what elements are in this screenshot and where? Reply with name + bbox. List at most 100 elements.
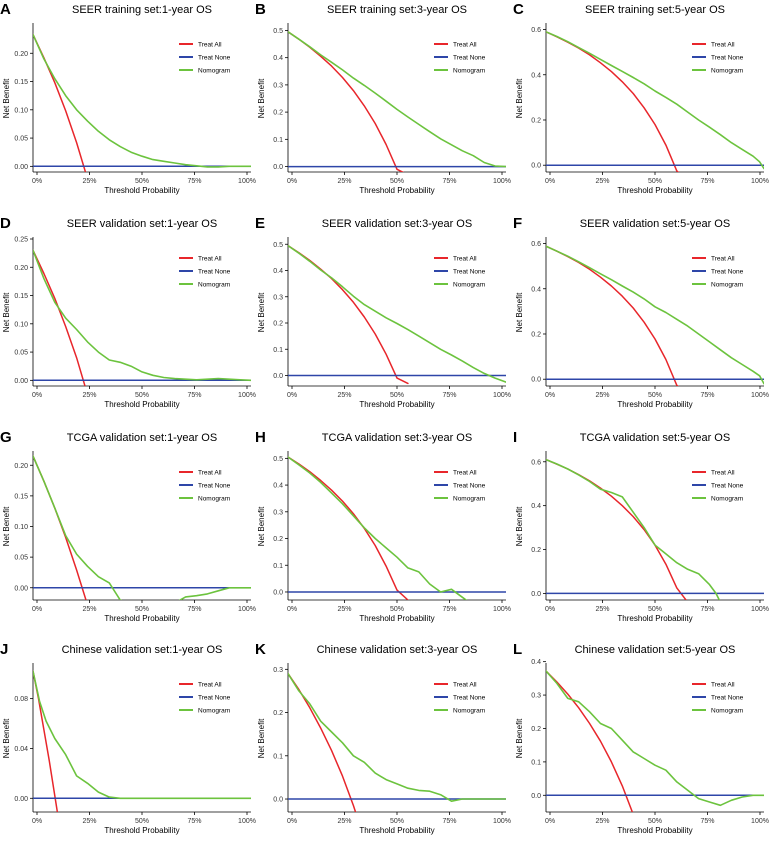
panel-g: G TCGA validation set:1-year OS 0.00 0.05 0.… <box>0 429 256 623</box>
x-tick-label: 100% <box>238 392 256 399</box>
series-line-nomogram <box>288 30 506 168</box>
legend-label: Treat None <box>453 695 486 702</box>
panel-letter: B <box>255 1 266 18</box>
legend-label: Nomogram <box>198 708 230 715</box>
legend-label: Nomogram <box>711 282 743 289</box>
chart-title: SEER validation set:1-year OS <box>67 218 217 230</box>
panel-letter: I <box>513 429 517 446</box>
y-tick-label: 0.10 <box>14 107 28 114</box>
x-tick-label: 50% <box>390 178 404 185</box>
series-line-treat-all <box>288 672 357 812</box>
legend-label: Nomogram <box>453 708 485 715</box>
y-axis-label: Net Benefit <box>257 78 266 118</box>
y-tick-label: 0.2 <box>531 117 541 124</box>
legend-label: Treat All <box>453 470 477 477</box>
series-line-treat-all <box>33 670 59 812</box>
x-tick-label: 25% <box>595 392 609 399</box>
chart-title: TCGA validation set:3-year OS <box>322 432 472 444</box>
panel-letter: E <box>255 215 265 232</box>
legend-label: Treat All <box>198 42 222 49</box>
legend-label: Treat None <box>711 55 744 62</box>
series-line-nomogram <box>546 245 764 385</box>
series-group <box>33 455 251 600</box>
y-axis-label: Net Benefit <box>257 506 266 546</box>
panel-f: F SEER validation set:5-year OS 0.0 0.2 0.4 0… <box>513 215 769 409</box>
x-tick-label: 50% <box>648 178 662 185</box>
series-line-treat-all <box>288 456 409 600</box>
y-axis-label: Net Benefit <box>515 292 524 332</box>
panel-e: E SEER validation set:3-year OS 0.0 0.1 0.2 0… <box>255 215 511 409</box>
series-group <box>546 30 764 172</box>
series-line-treat-all <box>546 458 687 600</box>
chart-title: SEER training set:1-year OS <box>72 4 212 16</box>
legend-label: Nomogram <box>198 68 230 75</box>
x-tick-label: 100% <box>493 606 511 613</box>
y-tick-label: 0.0 <box>273 797 283 804</box>
panel-letter: G <box>0 429 12 446</box>
panel-d: D SEER validation set:1-year OS 0.00 0.05 0.… <box>0 215 256 409</box>
x-axis-label: Threshold Probability <box>617 614 692 623</box>
legend-label: Treat None <box>198 695 231 702</box>
series-group <box>546 670 764 812</box>
x-tick-label: 75% <box>187 178 201 185</box>
series-line-nomogram <box>288 672 506 803</box>
y-tick-label: 0.2 <box>273 110 283 117</box>
x-tick-label: 0% <box>545 178 555 185</box>
legend-label: Treat None <box>453 55 486 62</box>
x-tick-label: 25% <box>337 178 351 185</box>
series-group <box>33 670 251 812</box>
x-tick-label: 75% <box>700 606 714 613</box>
y-tick-label: 0.20 <box>14 51 28 58</box>
y-tick-label: 0.1 <box>273 347 283 354</box>
x-tick-label: 0% <box>32 392 42 399</box>
x-tick-label: 25% <box>82 818 96 825</box>
y-tick-label: 0.00 <box>14 585 28 592</box>
y-tick-label: 0.1 <box>273 563 283 570</box>
panel-letter: C <box>513 1 524 18</box>
series-group <box>33 249 251 386</box>
legend-label: Treat None <box>198 483 231 490</box>
legend-label: Treat All <box>198 256 222 263</box>
x-tick-label: 50% <box>390 392 404 399</box>
x-tick-label: 50% <box>390 606 404 613</box>
x-tick-label: 100% <box>238 178 256 185</box>
series-group <box>33 33 251 172</box>
y-tick-label: 0.4 <box>531 503 541 510</box>
x-tick-label: 75% <box>442 818 456 825</box>
legend-label: Treat All <box>453 682 477 689</box>
x-tick-label: 100% <box>493 818 511 825</box>
legend-label: Nomogram <box>711 496 743 503</box>
panel-h: H TCGA validation set:3-year OS 0.0 0.1 0.2 0… <box>255 429 511 623</box>
y-tick-label: 0.1 <box>273 753 283 760</box>
x-tick-label: 75% <box>187 606 201 613</box>
x-tick-label: 75% <box>442 606 456 613</box>
x-tick-label: 0% <box>545 606 555 613</box>
x-tick-label: 25% <box>337 606 351 613</box>
y-tick-label: 0.5 <box>273 456 283 463</box>
series-line-treat-all <box>33 455 87 600</box>
series-line-nomogram <box>288 244 506 383</box>
y-tick-label: 0.04 <box>14 746 28 753</box>
y-tick-label: 0.0 <box>273 164 283 171</box>
x-tick-label: 0% <box>545 392 555 399</box>
x-axis-label: Threshold Probability <box>359 186 434 195</box>
series-group <box>546 245 764 386</box>
y-tick-label: 0.4 <box>273 268 283 275</box>
x-tick-label: 0% <box>287 818 297 825</box>
x-tick-label: 0% <box>545 818 555 825</box>
x-tick-label: 50% <box>135 392 149 399</box>
x-tick-label: 25% <box>82 178 96 185</box>
series-line-nomogram <box>33 670 251 800</box>
y-tick-label: 0.4 <box>531 286 541 293</box>
series-line-nomogram <box>546 670 764 807</box>
y-axis-label: Net Benefit <box>257 292 266 332</box>
x-tick-label: 50% <box>135 606 149 613</box>
panel-letter: J <box>0 641 8 658</box>
series-line-nomogram <box>546 458 721 600</box>
y-tick-label: 0.25 <box>14 237 28 244</box>
y-axis-label: Net Benefit <box>2 506 11 546</box>
y-tick-label: 0.3 <box>273 294 283 301</box>
chart-title: Chinese validation set:3-year OS <box>317 644 478 656</box>
y-tick-label: 0.10 <box>14 321 28 328</box>
legend-label: Treat None <box>198 269 231 276</box>
